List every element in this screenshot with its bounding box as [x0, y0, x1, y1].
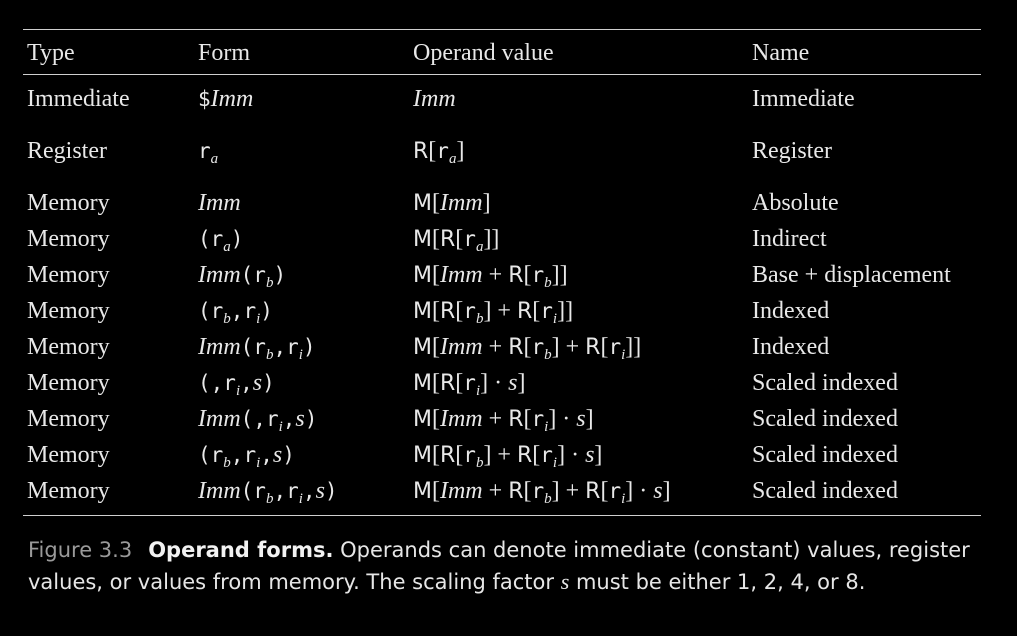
cell-name: Indexed — [752, 298, 830, 324]
cell-name: Register — [752, 138, 832, 164]
cell-form: Imm(rb,ri) — [198, 334, 316, 363]
table-header-row: Type Form Operand value Name — [23, 38, 981, 68]
table-row: Memory (ra) M[R[ra]] Indirect — [23, 224, 981, 255]
cell-name: Scaled indexed — [752, 370, 898, 396]
cell-operand-value: M[Imm] — [413, 190, 491, 216]
cell-name: Base + displacement — [752, 262, 951, 288]
table-row: Register ra R[ra] Register — [23, 136, 981, 167]
cell-name: Scaled indexed — [752, 406, 898, 432]
cell-form: $Imm — [198, 86, 254, 112]
cell-type: Memory — [27, 334, 110, 360]
figure-number: Figure 3.3 — [28, 538, 133, 562]
cell-operand-value: M[Imm + R[rb] + R[ri]] — [413, 334, 642, 363]
cell-name: Indirect — [752, 226, 827, 252]
figure-title: Operand forms. — [148, 538, 334, 562]
table-row: Immediate $Imm Imm Immediate — [23, 84, 981, 114]
table-row: Memory Imm(rb,ri,s) M[Imm + R[rb] + R[ri… — [23, 476, 981, 507]
cell-type: Memory — [27, 442, 110, 468]
cell-type: Memory — [27, 226, 110, 252]
cell-type: Memory — [27, 298, 110, 324]
table-top-rule — [23, 29, 981, 30]
header-name: Name — [752, 40, 810, 66]
cell-name: Scaled indexed — [752, 478, 898, 504]
cell-operand-value: M[Imm + R[rb]] — [413, 262, 568, 291]
table-header-rule — [23, 74, 981, 75]
cell-type: Memory — [27, 406, 110, 432]
cell-operand-value: M[R[ra]] — [413, 226, 500, 255]
cell-operand-value: Imm — [413, 86, 456, 112]
table-row: Memory (,ri,s) M[R[ri] · s] Scaled index… — [23, 368, 981, 399]
table-row: Memory Imm(rb,ri) M[Imm + R[rb] + R[ri]]… — [23, 332, 981, 363]
header-type: Type — [27, 40, 75, 66]
cell-type: Memory — [27, 190, 110, 216]
header-form: Form — [198, 40, 251, 66]
table-row: Memory (rb,ri) M[R[rb] + R[ri]] Indexed — [23, 296, 981, 327]
cell-operand-value: M[Imm + R[ri] · s] — [413, 406, 594, 435]
cell-form: (ra) — [198, 227, 244, 255]
cell-name: Scaled indexed — [752, 442, 898, 468]
cell-type: Register — [27, 138, 107, 164]
caption-text: Operands can denote immediate (constant)… — [28, 538, 970, 594]
cell-form: ra — [198, 139, 219, 167]
cell-name: Immediate — [752, 86, 855, 112]
cell-name: Indexed — [752, 334, 830, 360]
cell-form: Imm(rb) — [198, 262, 287, 291]
table-row: Memory (rb,ri,s) M[R[rb] + R[ri] · s] Sc… — [23, 440, 981, 471]
cell-form: Imm(,ri,s) — [198, 406, 318, 435]
cell-name: Absolute — [752, 190, 839, 216]
caption-variable: s — [560, 569, 570, 594]
cell-form: Imm — [198, 190, 241, 216]
figure-caption: Figure 3.3 Operand forms. Operands can de… — [28, 535, 998, 598]
cell-type: Memory — [27, 370, 110, 396]
cell-operand-value: M[R[ri] · s] — [413, 370, 526, 399]
cell-operand-value: M[R[rb] + R[ri]] — [413, 298, 574, 327]
cell-type: Memory — [27, 478, 110, 504]
table-row: Memory Imm(,ri,s) M[Imm + R[ri] · s] Sca… — [23, 404, 981, 435]
table-row: Memory Imm(rb) M[Imm + R[rb]] Base + dis… — [23, 260, 981, 291]
caption-text-end: must be either 1, 2, 4, or 8. — [575, 570, 866, 594]
table-bottom-rule — [23, 515, 981, 516]
cell-form: (,ri,s) — [198, 370, 275, 399]
cell-type: Memory — [27, 262, 110, 288]
table-row: Memory Imm M[Imm] Absolute — [23, 188, 981, 218]
cell-operand-value: R[ra] — [413, 138, 465, 167]
cell-form: Imm(rb,ri,s) — [198, 478, 338, 507]
cell-form: (rb,ri,s) — [198, 442, 295, 471]
cell-operand-value: M[Imm + R[rb] + R[ri] · s] — [413, 478, 671, 507]
cell-form: (rb,ri) — [198, 299, 273, 327]
cell-operand-value: M[R[rb] + R[ri] · s] — [413, 442, 603, 471]
cell-type: Immediate — [27, 86, 130, 112]
header-operand-value: Operand value — [413, 40, 554, 66]
